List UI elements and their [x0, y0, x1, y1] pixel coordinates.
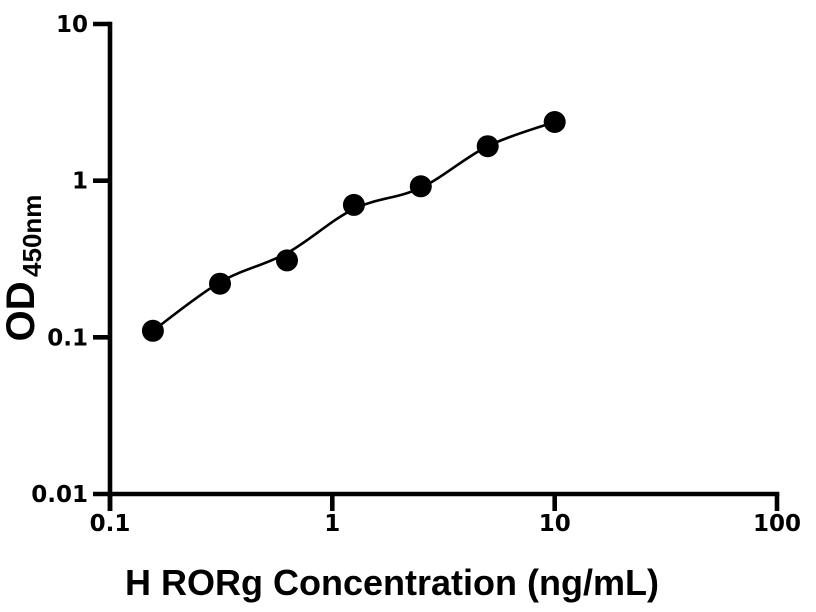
y-tick-label: 1 [72, 169, 88, 195]
x-tick-label: 0.1 [90, 511, 131, 537]
data-point [543, 111, 566, 133]
data-point [209, 272, 231, 295]
plot-layer [141, 111, 566, 342]
y-axis-title: OD 450nm [0, 195, 47, 342]
y-tick-label: 0.01 [31, 482, 88, 508]
x-tick-label: 100 [753, 511, 801, 537]
y-tick-label: 10 [56, 12, 88, 38]
data-point [342, 193, 365, 216]
data-point [141, 319, 164, 342]
x-tick-label: 1 [324, 511, 340, 537]
x-axis-title: H RORg Concentration (ng/mL) [125, 562, 659, 603]
y-axis-title-sub: 450nm [17, 195, 47, 277]
y-tick-label: 0.1 [47, 325, 88, 351]
axes-layer [107, 21, 780, 511]
data-point [276, 249, 298, 272]
y-axis-title-main: OD [0, 281, 43, 341]
data-point [409, 175, 432, 198]
x-tick-label: 10 [539, 511, 571, 537]
data-point [476, 135, 499, 158]
